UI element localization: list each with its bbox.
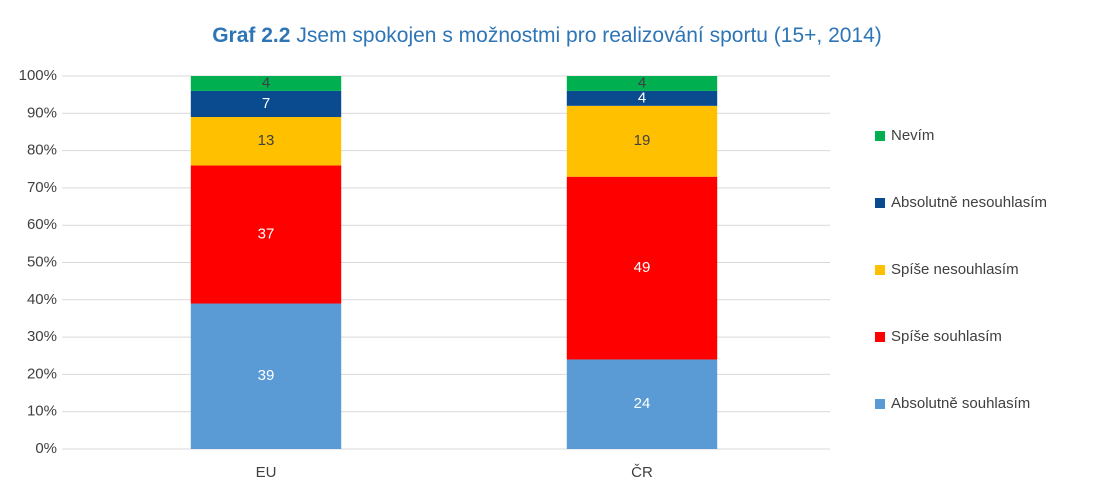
bar-segment <box>566 359 718 449</box>
y-tick-label: 100% <box>19 67 57 84</box>
bar-segment <box>190 76 342 91</box>
legend-label: Spíše nesouhlasím <box>891 261 1019 278</box>
data-label: 19 <box>634 132 651 149</box>
y-tick-label: 10% <box>27 403 57 420</box>
y-tick-label: 80% <box>27 142 57 159</box>
y-tick-label: 70% <box>27 179 57 196</box>
legend-swatch <box>875 198 885 208</box>
x-tick-label: EU <box>256 464 277 481</box>
legend-label: Nevím <box>891 127 934 144</box>
chart-title: Graf 2.2 Jsem spokojen s možnostmi pro re… <box>212 24 882 47</box>
legend-label: Absolutně nesouhlasím <box>891 194 1047 211</box>
legend-swatch <box>875 399 885 409</box>
legend-label: Absolutně souhlasím <box>891 395 1030 412</box>
y-tick-label: 40% <box>27 291 57 308</box>
bar-segment <box>566 90 718 106</box>
data-label: 4 <box>638 74 646 91</box>
bar-segment <box>566 105 718 177</box>
bar-segment <box>566 76 718 91</box>
y-tick-label: 60% <box>27 216 57 233</box>
data-label: 39 <box>258 367 275 384</box>
legend-label: Spíše souhlasím <box>891 328 1002 345</box>
title-prefix: Graf 2.2 <box>212 24 290 47</box>
data-label: 24 <box>634 395 651 412</box>
bar-segment <box>190 303 342 449</box>
y-tick-label: 0% <box>35 440 57 457</box>
data-label: 49 <box>634 259 651 276</box>
data-label: 4 <box>262 74 270 91</box>
y-tick-label: 90% <box>27 104 57 121</box>
legend-swatch <box>875 131 885 141</box>
title-text: Jsem spokojen s možnostmi pro realizován… <box>296 24 881 47</box>
x-tick-label: ČR <box>631 464 653 481</box>
bar-segment <box>566 176 718 360</box>
data-label: 4 <box>638 89 646 106</box>
bar-segment <box>190 165 342 304</box>
data-label: 7 <box>262 95 270 112</box>
data-label: 37 <box>258 225 275 242</box>
y-tick-label: 20% <box>27 365 57 382</box>
data-label: 13 <box>258 132 275 149</box>
y-tick-label: 50% <box>27 253 57 270</box>
legend-swatch <box>875 265 885 275</box>
bar-segment <box>190 90 342 118</box>
legend-swatch <box>875 332 885 342</box>
y-tick-label: 30% <box>27 328 57 345</box>
bar-segment <box>190 117 342 166</box>
